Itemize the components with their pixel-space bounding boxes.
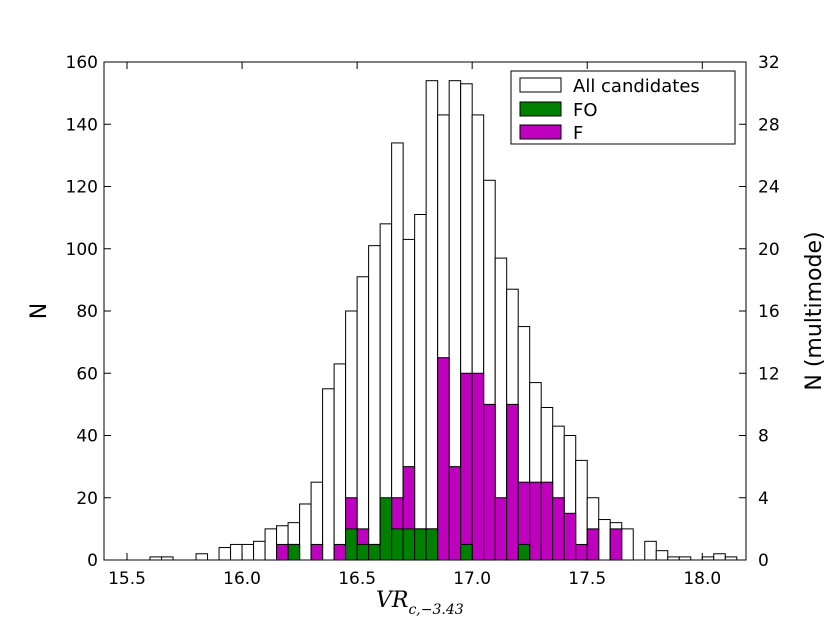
y-tick-label-7: 140: [66, 115, 98, 135]
bar-all-candidates-5: [230, 543, 243, 561]
bar-all-candidates-45: [713, 553, 726, 561]
bar-fo-6: [402, 528, 416, 561]
y2-axis-title: N (multimode): [802, 231, 827, 390]
y-tick-label-6: 120: [66, 178, 98, 198]
bar-f-13: [448, 466, 462, 561]
bar-f-12: [437, 357, 450, 561]
y2-tick-label-2: 8: [758, 427, 769, 447]
x-tick-label-3: 17.0: [453, 569, 491, 589]
bar-all-candidates-41: [655, 550, 669, 561]
bar-all-candidates-4: [218, 547, 232, 561]
legend-label-all: All candidates: [573, 76, 700, 97]
bar-fo-5: [391, 528, 404, 561]
bar-f-3: [333, 543, 347, 561]
y2-tick-label-6: 24: [758, 178, 780, 198]
bar-all-candidates-39: [621, 528, 634, 561]
bar-f-14: [460, 372, 473, 561]
y-tick-label-1: 20: [76, 489, 98, 509]
legend-swatch-f: [519, 124, 562, 140]
y2-tick-label-5: 20: [758, 240, 780, 260]
bar-f-26: [609, 528, 623, 561]
bar-f-23: [563, 512, 577, 561]
bar-fo-9: [460, 543, 473, 561]
legend-swatch-all: [519, 77, 562, 93]
y-tick-label-0: 0: [87, 551, 98, 571]
y-tick-label-4: 80: [76, 302, 98, 322]
bar-all-candidates-16: [356, 276, 370, 561]
bar-f-17: [494, 497, 508, 561]
bar-f-20: [529, 481, 542, 561]
x-tick-label-0: 15.5: [108, 569, 146, 589]
bar-all-candidates-13: [322, 388, 335, 561]
bar-all-candidates-6: [241, 543, 255, 561]
bar-fo-4: [379, 497, 393, 561]
x-tick-label-5: 18.0: [683, 569, 721, 589]
bar-f-21: [540, 481, 554, 561]
bar-fo-0: [287, 543, 301, 561]
y-tick-label-8: 160: [66, 53, 98, 73]
y-axis-title: N: [27, 303, 52, 319]
bar-all-candidates-3: [195, 553, 209, 561]
bar-f-18: [506, 403, 519, 561]
x-tick-label-2: 16.5: [338, 569, 376, 589]
bar-all-candidates-8: [264, 528, 278, 561]
y2-tick-label-7: 28: [758, 115, 780, 135]
x-tick-label-4: 17.5: [568, 569, 606, 589]
y-tick-label-5: 100: [66, 240, 98, 260]
y2-tick-label-4: 16: [758, 302, 780, 322]
y2-tick-label-3: 12: [758, 364, 780, 384]
legend: All candidates FO F: [510, 70, 736, 145]
x-tick-label-1: 16.0: [223, 569, 261, 589]
bar-f-22: [552, 497, 565, 561]
bar-all-candidates-14: [333, 363, 347, 561]
y2-tick-label-8: 32: [758, 53, 780, 73]
bar-all-candidates-21: [414, 214, 427, 561]
legend-label-f: F: [573, 123, 583, 144]
bar-f-15: [471, 372, 485, 561]
bar-fo-10: [517, 543, 531, 561]
x-axis-title-main: VR: [376, 588, 408, 613]
bar-fo-7: [414, 528, 427, 561]
bar-all-candidates-40: [644, 540, 657, 561]
bar-f-0: [276, 543, 289, 561]
bars-layer: [149, 80, 738, 561]
y-tick-label-2: 40: [76, 427, 98, 447]
y2-tick-label-0: 0: [758, 551, 769, 571]
bar-all-candidates-11: [299, 503, 312, 561]
x-axis-title-subscript: c,−3.43: [408, 602, 463, 618]
bar-f-2: [310, 543, 324, 561]
bar-f-24: [575, 543, 588, 561]
bar-fo-2: [356, 543, 370, 561]
bar-all-candidates-22: [425, 80, 439, 561]
bar-fo-3: [368, 543, 381, 561]
bar-all-candidates-7: [253, 540, 266, 561]
bar-fo-1: [345, 528, 358, 561]
bar-all-candidates-17: [368, 245, 381, 561]
bar-fo-8: [425, 528, 439, 561]
legend-label-fo: FO: [573, 100, 598, 121]
y-tick-label-3: 60: [76, 364, 98, 384]
y2-tick-label-1: 4: [758, 489, 769, 509]
x-axis-title: VRc,−3.43: [376, 588, 464, 618]
ticks-layer: 15.5 16.0 16.5 17.0 17.5 18.00204060801001201…: [66, 53, 780, 589]
bar-f-16: [483, 403, 496, 561]
bar-all-candidates-37: [598, 519, 611, 561]
bar-f-25: [586, 528, 600, 561]
legend-swatch-fo: [519, 101, 562, 117]
